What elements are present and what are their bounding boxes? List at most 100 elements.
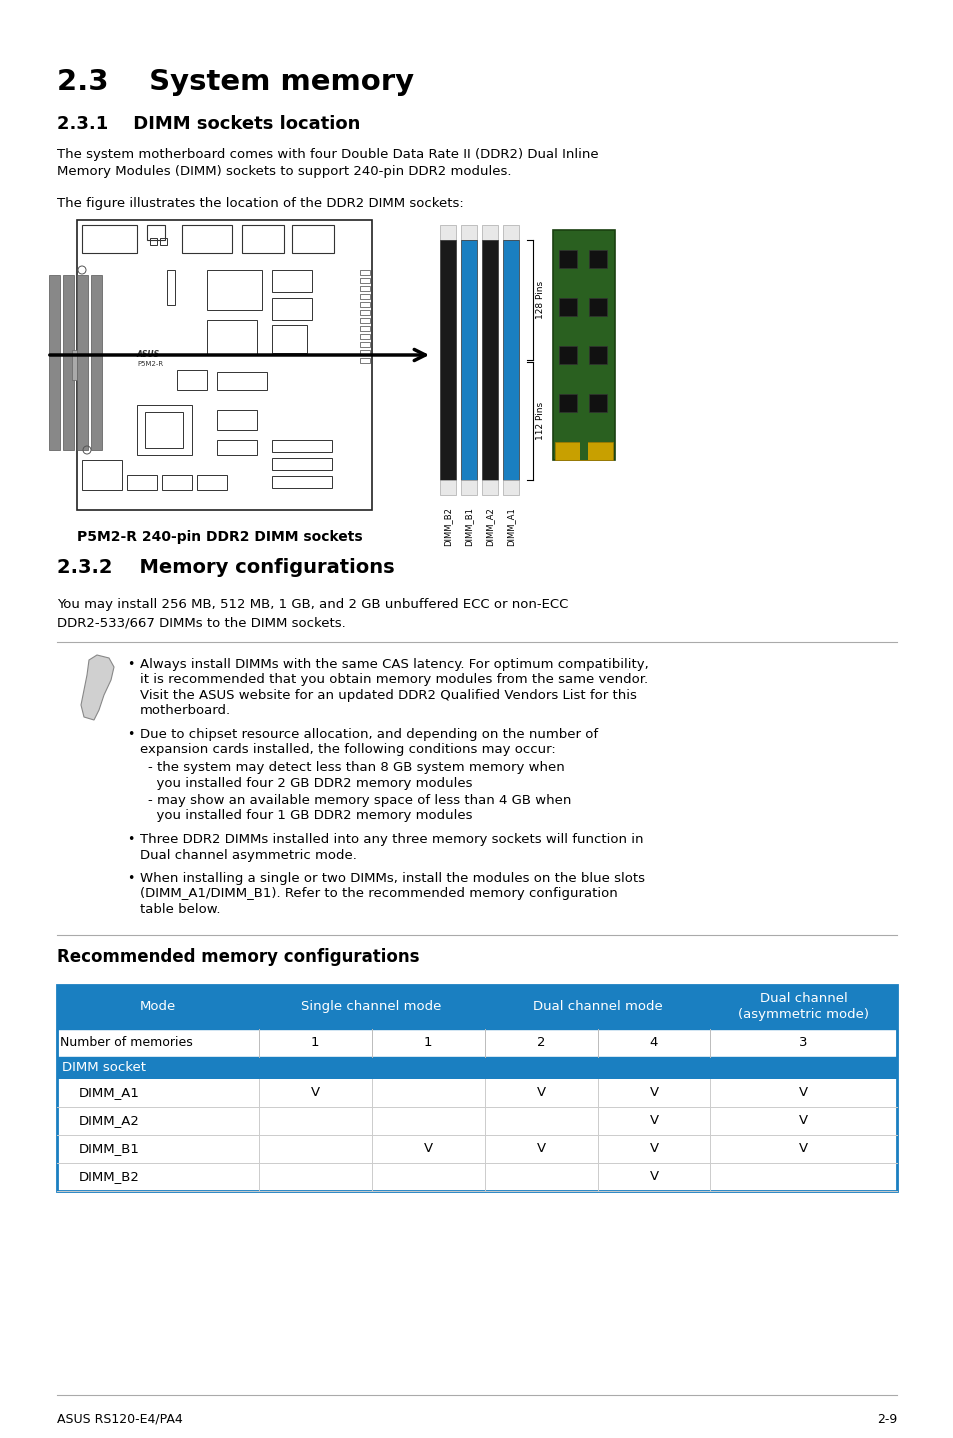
Text: Recommended memory configurations: Recommended memory configurations	[57, 949, 419, 966]
Bar	[359, 358, 370, 362]
Bar	[57, 1106, 896, 1135]
Text: Dual channel mode: Dual channel mode	[532, 999, 661, 1012]
Bar	[57, 1135, 896, 1162]
Bar	[439, 480, 456, 495]
Bar	[359, 349, 370, 355]
Text: - the system may detect less than 8 GB system memory when: - the system may detect less than 8 GB s…	[148, 761, 564, 774]
Bar	[272, 457, 332, 470]
Bar	[292, 224, 334, 253]
Bar	[558, 298, 577, 316]
Text: DIMM_B1: DIMM_B1	[79, 1142, 140, 1155]
Text: V: V	[311, 1086, 319, 1099]
Text: V: V	[649, 1171, 658, 1183]
Bar	[182, 224, 232, 253]
Text: P5M2-R 240-pin DDR2 DIMM sockets: P5M2-R 240-pin DDR2 DIMM sockets	[77, 531, 362, 544]
Text: it is recommended that you obtain memory modules from the same vendor.: it is recommended that you obtain memory…	[140, 673, 647, 686]
Bar	[177, 370, 207, 390]
Text: V: V	[536, 1142, 545, 1155]
Bar	[57, 1057, 896, 1078]
Text: When installing a single or two DIMMs, install the modules on the blue slots: When installing a single or two DIMMs, i…	[140, 871, 644, 884]
Bar	[150, 239, 157, 244]
Bar	[216, 410, 256, 430]
Bar	[359, 302, 370, 306]
Bar	[207, 321, 256, 355]
Bar	[57, 1028, 896, 1057]
Bar	[216, 372, 267, 390]
Bar	[558, 347, 577, 364]
Bar	[196, 475, 227, 490]
Bar	[57, 1162, 896, 1191]
Text: 128 Pins: 128 Pins	[536, 280, 544, 319]
Text: table below.: table below.	[140, 903, 220, 916]
Text: 112 Pins: 112 Pins	[536, 403, 544, 440]
Bar	[588, 347, 606, 364]
Bar	[359, 293, 370, 299]
Text: V: V	[536, 1086, 545, 1099]
Text: - may show an available memory space of less than 4 GB when: - may show an available memory space of …	[148, 794, 571, 807]
Bar	[359, 278, 370, 283]
Bar	[359, 342, 370, 347]
Text: •: •	[127, 871, 134, 884]
Bar	[49, 275, 60, 450]
Bar	[145, 413, 183, 449]
Text: You may install 256 MB, 512 MB, 1 GB, and 2 GB unbuffered ECC or non-ECC: You may install 256 MB, 512 MB, 1 GB, an…	[57, 598, 568, 611]
Text: Visit the ASUS website for an updated DDR2 Qualified Vendors List for this: Visit the ASUS website for an updated DD…	[140, 689, 637, 702]
Bar	[162, 475, 192, 490]
Bar	[71, 349, 77, 380]
Bar	[502, 240, 518, 480]
Bar	[57, 1078, 896, 1106]
Text: Dual channel
(asymmetric mode): Dual channel (asymmetric mode)	[738, 992, 868, 1021]
Bar	[167, 270, 174, 305]
Bar	[359, 334, 370, 339]
Text: (DIMM_A1/DIMM_B1). Refer to the recommended memory configuration: (DIMM_A1/DIMM_B1). Refer to the recommen…	[140, 887, 618, 900]
Bar	[588, 250, 606, 267]
Text: DIMM_B2: DIMM_B2	[79, 1171, 140, 1183]
Text: •: •	[127, 659, 134, 672]
Bar	[82, 224, 137, 253]
Text: V: V	[799, 1086, 807, 1099]
Bar	[359, 326, 370, 331]
Bar	[481, 224, 497, 240]
Bar	[272, 440, 332, 452]
Text: 2: 2	[537, 1035, 545, 1048]
Bar	[481, 240, 497, 480]
Bar	[77, 275, 88, 450]
Bar	[242, 224, 284, 253]
Bar	[439, 224, 456, 240]
Text: expansion cards installed, the following conditions may occur:: expansion cards installed, the following…	[140, 743, 556, 756]
Bar	[63, 275, 74, 450]
Text: 2.3    System memory: 2.3 System memory	[57, 68, 414, 96]
Text: Number of memories: Number of memories	[60, 1035, 193, 1048]
Text: V: V	[649, 1086, 658, 1099]
Text: 1: 1	[311, 1035, 319, 1048]
Text: ASUS RS120-E4/PA4: ASUS RS120-E4/PA4	[57, 1414, 183, 1426]
Bar	[579, 441, 587, 460]
Text: 3: 3	[799, 1035, 807, 1048]
Bar	[82, 460, 122, 490]
Bar	[588, 394, 606, 413]
Text: DIMM_B2: DIMM_B2	[443, 508, 452, 546]
Bar	[439, 240, 456, 480]
Text: DIMM_B1: DIMM_B1	[464, 508, 473, 546]
Bar	[160, 239, 167, 244]
Text: DIMM_A2: DIMM_A2	[485, 508, 494, 546]
Text: DIMM socket: DIMM socket	[62, 1061, 146, 1074]
Bar	[558, 394, 577, 413]
Text: Three DDR2 DIMMs installed into any three memory sockets will function in: Three DDR2 DIMMs installed into any thre…	[140, 833, 643, 846]
Bar	[359, 286, 370, 290]
Bar	[272, 325, 307, 352]
Bar	[359, 311, 370, 315]
Text: V: V	[799, 1142, 807, 1155]
Text: Always install DIMMs with the same CAS latency. For optimum compatibility,: Always install DIMMs with the same CAS l…	[140, 659, 648, 672]
Bar	[77, 220, 372, 510]
Text: •: •	[127, 728, 134, 741]
Text: V: V	[649, 1114, 658, 1127]
Bar	[481, 480, 497, 495]
Text: 4: 4	[649, 1035, 658, 1048]
Text: motherboard.: motherboard.	[140, 705, 231, 718]
Text: DDR2-533/667 DIMMs to the DIMM sockets.: DDR2-533/667 DIMMs to the DIMM sockets.	[57, 615, 345, 628]
Bar	[272, 270, 312, 292]
Text: 2.3.2    Memory configurations: 2.3.2 Memory configurations	[57, 558, 395, 577]
Bar	[460, 480, 476, 495]
Text: Due to chipset resource allocation, and depending on the number of: Due to chipset resource allocation, and …	[140, 728, 598, 741]
